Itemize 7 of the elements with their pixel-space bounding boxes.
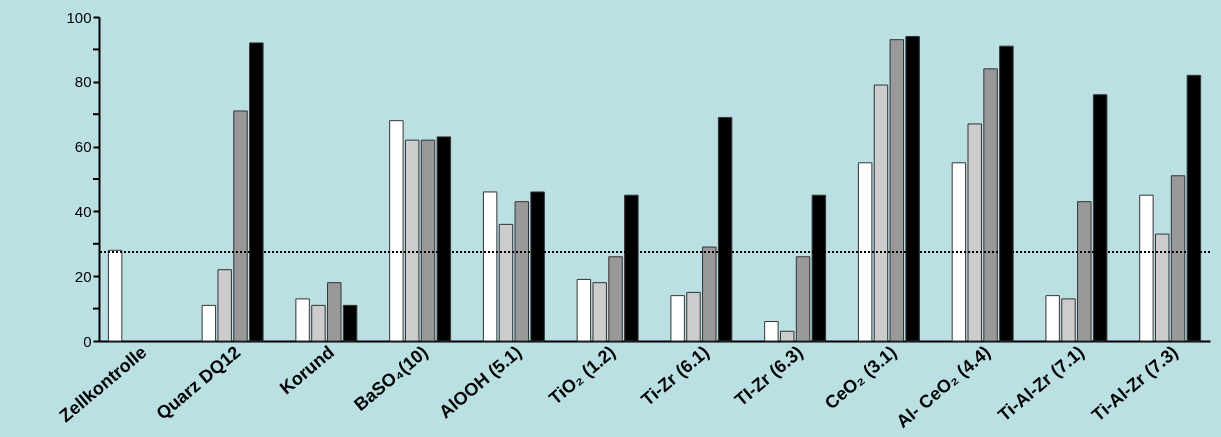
y-tick-label: 40	[74, 202, 92, 220]
bar	[107, 249, 123, 342]
y-tick-label: 100	[66, 8, 92, 26]
y-tick-label: 80	[74, 73, 92, 91]
y-tick-label: 0	[83, 332, 92, 350]
y-tick-label: 20	[74, 267, 92, 285]
y-tick-label: 60	[74, 138, 92, 156]
